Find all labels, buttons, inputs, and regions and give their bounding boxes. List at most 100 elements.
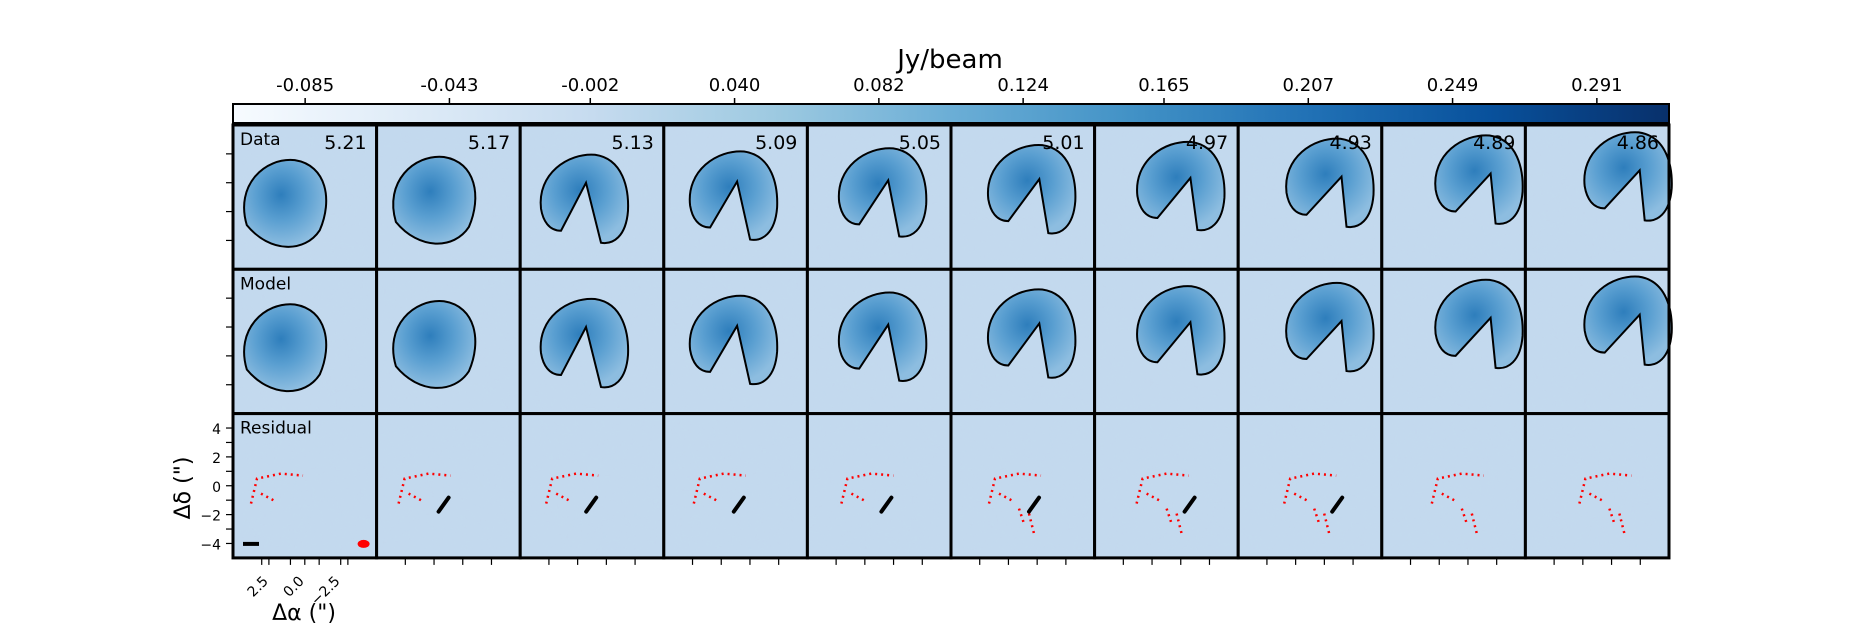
- contour-negative: [987, 472, 1042, 504]
- colorbar-tick-label: -0.085: [276, 75, 334, 96]
- panel-data-4: 5.05: [805, 123, 953, 271]
- panel-data-8: 4.89: [1380, 123, 1527, 271]
- contour-positive: [1182, 495, 1197, 514]
- contour-positive: [392, 155, 477, 245]
- colorbar-label: Jy/beam: [895, 45, 1003, 75]
- contour-positive: [1027, 495, 1041, 514]
- panel-model-3: [662, 267, 809, 416]
- panel-residual-7: [1236, 412, 1384, 565]
- colorbar-ticks: -0.085 -0.043 -0.002 0.040 0.082 0.124 0.165 0.…: [276, 75, 1623, 104]
- contour-positive: [1285, 137, 1375, 229]
- contour-positive: [1434, 278, 1524, 370]
- contour-positive: [392, 300, 477, 389]
- contour-negative: [1282, 472, 1337, 504]
- panel-model-6: [1093, 267, 1240, 416]
- channel-label: 5.01: [1042, 132, 1084, 154]
- emission-region: [244, 159, 327, 247]
- contour-negative: [397, 472, 451, 504]
- contour-positive: [987, 144, 1077, 235]
- contour-positive: [584, 495, 599, 514]
- contour-negative: [1165, 508, 1183, 534]
- contour-positive: [539, 298, 630, 389]
- colorbar-tick-label: 0.165: [1138, 75, 1190, 96]
- colorbar-tick-label: -0.002: [561, 75, 619, 96]
- contour-positive: [731, 495, 746, 514]
- y-tick-label: −4: [200, 537, 221, 553]
- panel-noise: [1525, 413, 1669, 558]
- panel-noise: [807, 413, 951, 558]
- panel-data-2: 5.13: [518, 123, 666, 271]
- panel-residual-8: [1380, 412, 1527, 565]
- y-tick-label: 0: [212, 480, 221, 496]
- colorbar-tick-label: 0.249: [1427, 75, 1479, 96]
- contour-negative: [692, 472, 746, 504]
- panel-data-9: 4.86: [1523, 123, 1673, 271]
- panel-residual-1: [375, 412, 522, 565]
- emission-region: [689, 151, 778, 240]
- contour-positive: [1434, 134, 1524, 225]
- emission-region: [393, 301, 476, 388]
- y-tick-label: 2: [212, 451, 221, 467]
- emission-region: [1137, 141, 1225, 231]
- panel-noise: [663, 413, 808, 558]
- panel-model-8: [1380, 267, 1527, 416]
- panel-residual-3: [662, 412, 809, 565]
- contour-negative: [840, 472, 894, 504]
- emission-region: [689, 295, 778, 385]
- channel-label: 5.09: [755, 132, 797, 154]
- row-label: Model: [240, 274, 291, 294]
- panel-noise: [1238, 413, 1382, 558]
- panel-model-2: [518, 267, 666, 416]
- channel-label: 5.13: [611, 132, 653, 154]
- colorbar-tick-label: -0.043: [420, 75, 478, 96]
- contour-negative: [544, 472, 599, 504]
- channel-label: 4.97: [1186, 132, 1228, 154]
- contour-positive: [688, 294, 779, 386]
- colorbar-tick-label: 0.207: [1283, 75, 1335, 96]
- panel-noise: [376, 413, 521, 558]
- panel-model-4: [805, 267, 953, 416]
- contour-negative: [1313, 508, 1331, 534]
- colorbar-tick-label: 0.291: [1571, 75, 1623, 96]
- emission-region: [838, 148, 927, 237]
- contour-negative: [1135, 472, 1189, 504]
- contour-positive: [436, 495, 451, 514]
- contour-positive: [243, 303, 328, 393]
- panel-residual-5: [949, 412, 1097, 565]
- contour-negative: [1578, 472, 1632, 504]
- panel-noise: [520, 413, 664, 558]
- contour-positive: [987, 288, 1077, 379]
- panel-model-1: [375, 267, 522, 416]
- contour-positive: [1330, 495, 1345, 514]
- emission-region: [1137, 286, 1225, 375]
- colorbar-bar: [232, 103, 1670, 124]
- contour-positive: [1285, 282, 1375, 373]
- panel-residual-2: [518, 412, 666, 565]
- contour-negative: [1430, 472, 1484, 504]
- emission-region: [1435, 135, 1523, 224]
- panel-noise: [1381, 413, 1526, 558]
- emission-region: [540, 298, 629, 388]
- row-label: Data: [240, 130, 281, 150]
- x-tick-label: 2.5: [245, 573, 272, 600]
- emission-region: [1286, 138, 1374, 228]
- colorbar-tick-label: 0.040: [709, 75, 761, 96]
- panel-noise: [1094, 413, 1239, 558]
- contour-negative: [1460, 508, 1479, 534]
- colorbar-tick-label: 0.082: [853, 75, 905, 96]
- panel-data-6: 4.97: [1093, 123, 1240, 271]
- contour-positive: [1136, 285, 1226, 376]
- emission-region: [1286, 282, 1374, 372]
- channel-label: 5.17: [468, 132, 510, 154]
- emission-region: [838, 292, 927, 381]
- contour-negative: [1608, 508, 1626, 534]
- panel-frame: [1523, 412, 1671, 560]
- x-tick-label: 0.0: [281, 573, 308, 600]
- contour-positive: [1583, 131, 1673, 222]
- panel-model-0: Model: [226, 267, 379, 416]
- emission-region: [393, 156, 476, 244]
- colorbar-tick-label: 0.124: [997, 75, 1049, 96]
- panel-data-3: 5.09: [662, 123, 809, 271]
- channel-label: 4.89: [1473, 132, 1515, 154]
